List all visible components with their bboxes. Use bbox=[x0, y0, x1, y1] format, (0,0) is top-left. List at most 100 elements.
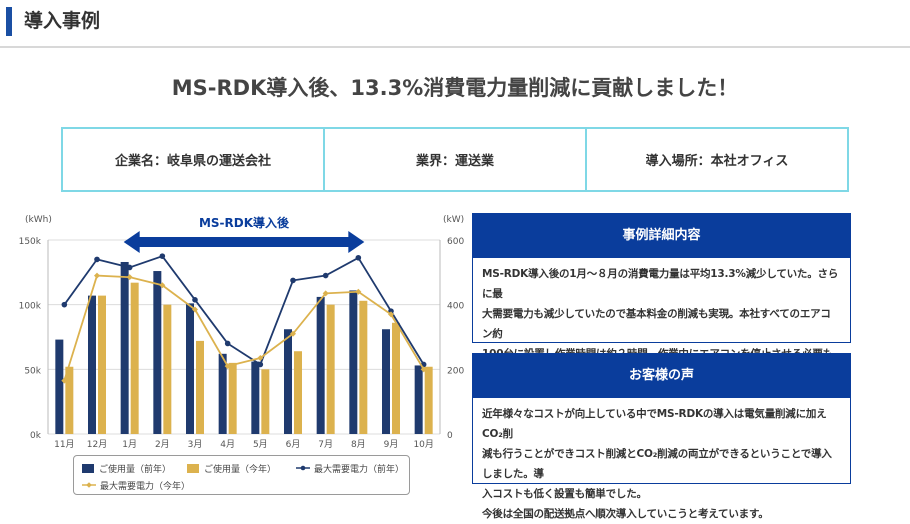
bar-this-usage bbox=[392, 322, 400, 434]
point-prev-peak bbox=[159, 253, 166, 259]
bar-prev-usage bbox=[382, 329, 390, 434]
point-this-peak bbox=[192, 306, 198, 313]
point-this-peak bbox=[94, 272, 100, 279]
bar-this-usage bbox=[228, 362, 237, 434]
bar-this-usage bbox=[98, 295, 106, 434]
y-left-tick-label: 50k bbox=[24, 366, 41, 376]
bar-prev-usage bbox=[284, 329, 292, 434]
x-tick-label: 1月 bbox=[122, 439, 137, 450]
info-location: 導入場所：本社オフィス bbox=[585, 129, 847, 190]
section-accent-bar bbox=[6, 7, 12, 36]
y-right-axis-label: (kW) bbox=[443, 215, 464, 225]
case-detail-line: 大需要電力も減少していたので基本料金の削減も実現。本社すべてのエアコン約 bbox=[482, 308, 831, 340]
point-this-peak bbox=[224, 363, 231, 370]
legend-line-this-peak-icon bbox=[82, 482, 96, 488]
x-tick-label: 3月 bbox=[188, 439, 203, 450]
bar-prev-usage bbox=[349, 290, 358, 434]
point-prev-peak bbox=[192, 297, 198, 303]
bar-this-usage bbox=[261, 369, 270, 434]
bar-prev-usage bbox=[316, 296, 325, 434]
bar-this-usage bbox=[196, 340, 204, 434]
customer-voice-body: 近年様々なコストが向上している中でMS-RDKの導入は電気量削減に加えCO₂削 … bbox=[473, 398, 850, 524]
legend-item-prev-peak: 最大需要電力（前年） bbox=[296, 461, 404, 475]
legend-item-prev-usage: ご使用量（前年） bbox=[82, 461, 171, 475]
y-left-tick-label: 100k bbox=[19, 302, 42, 312]
bar-prev-usage bbox=[55, 339, 64, 434]
point-this-peak bbox=[126, 274, 133, 281]
customer-voice-line: 今後は全国の配送拠点へ順次導入していこうと考えています。 bbox=[482, 508, 769, 520]
usage-chart: 0k 0 50k 200 100k 400 150k 600 (kWh) (kW) 11月 12月 1月… bbox=[19, 215, 465, 450]
bar-prev-usage bbox=[120, 261, 129, 434]
case-detail-line: MS-RDK導入後の1月～８月の消費電力量は平均13.3%減少していた。さらに最 bbox=[482, 268, 839, 300]
bar-prev-usage bbox=[251, 361, 260, 434]
x-tick-label: 2月 bbox=[155, 439, 170, 450]
customer-voice-line: 近年様々なコストが向上している中でMS-RDKの導入は電気量削減に加えCO₂削 bbox=[482, 408, 827, 440]
annotation-double-arrow bbox=[123, 231, 365, 253]
customer-voice-line: 減も行うことができコスト削減とCO₂削減の両立ができるということで導入しました。… bbox=[482, 448, 832, 480]
case-detail-title: 事例詳細内容 bbox=[473, 214, 850, 258]
section-title: 導入事例 bbox=[24, 10, 101, 32]
point-this-peak bbox=[355, 288, 362, 295]
point-this-peak bbox=[61, 377, 68, 384]
x-tick-label: 7月 bbox=[318, 439, 333, 450]
annotation-label: MS-RDK導入後 bbox=[199, 215, 290, 230]
point-prev-peak bbox=[126, 264, 133, 271]
point-this-peak bbox=[420, 366, 427, 373]
point-prev-peak bbox=[290, 277, 296, 284]
bar-this-usage bbox=[65, 366, 74, 434]
line-this-peak bbox=[63, 274, 425, 381]
x-tick-label: 12月 bbox=[87, 439, 107, 450]
customer-voice-panel: お客様の声 近年様々なコストが向上している中でMS-RDKの導入は電気量削減に加… bbox=[472, 353, 851, 520]
y-left-tick-label: 0k bbox=[30, 431, 42, 441]
point-this-peak bbox=[388, 311, 394, 318]
x-tick-label: 6月 bbox=[286, 439, 301, 450]
legend-line-prev-peak-icon bbox=[296, 465, 310, 471]
case-detail-panel: 事例詳細内容 MS-RDK導入後の1月～８月の消費電力量は平均13.3%減少して… bbox=[472, 213, 851, 400]
point-this-peak bbox=[290, 330, 296, 337]
y-right-tick-label: 200 bbox=[447, 366, 464, 376]
legend-swatch-this-usage bbox=[187, 463, 199, 473]
point-prev-peak bbox=[61, 301, 68, 308]
y-right-tick-label: 400 bbox=[447, 302, 464, 312]
point-this-peak bbox=[257, 355, 264, 362]
point-prev-peak bbox=[224, 340, 231, 347]
customer-voice-line: 入コストも低く設置も簡単でした。 bbox=[482, 488, 647, 500]
chart-area: 0k 0 50k 200 100k 400 150k 600 (kWh) (kW) 11月 12月 1月… bbox=[0, 205, 465, 505]
info-company: 企業名：岐阜県の運送会社 bbox=[114, 154, 271, 169]
company-info-box: 企業名：岐阜県の運送会社 業界：運送業 導入場所：本社オフィス bbox=[61, 127, 849, 192]
y-left-axis-label: (kWh) bbox=[25, 215, 52, 225]
bar-this-usage bbox=[359, 300, 368, 434]
line-prev-peak bbox=[63, 255, 425, 366]
point-prev-peak bbox=[322, 272, 329, 279]
legend-swatch-prev-usage bbox=[82, 463, 94, 473]
bar-prev-usage bbox=[153, 271, 162, 434]
bar-prev-usage bbox=[218, 353, 227, 434]
bar-this-usage bbox=[424, 366, 433, 434]
customer-voice-title: お客様の声 bbox=[473, 354, 850, 398]
y-left-tick-label: 150k bbox=[19, 237, 42, 247]
bar-this-usage bbox=[130, 282, 139, 434]
section-header: 導入事例 bbox=[0, 0, 910, 48]
x-tick-label: 5月 bbox=[253, 439, 268, 450]
x-tick-label: 9月 bbox=[384, 439, 399, 450]
y-right-tick-label: 600 bbox=[447, 237, 464, 247]
bar-prev-usage bbox=[186, 303, 194, 434]
legend-item-this-peak: 最大需要電力（今年） bbox=[82, 478, 190, 492]
point-this-peak bbox=[322, 290, 329, 297]
x-tick-label: 11月 bbox=[54, 439, 74, 450]
point-prev-peak bbox=[355, 254, 362, 261]
x-tick-label: 4月 bbox=[220, 439, 235, 450]
bar-this-usage bbox=[163, 304, 172, 434]
x-tick-label: 8月 bbox=[351, 439, 366, 450]
page-headline: MS-RDK導入後、13.3%消費電力量削減に貢献しました！ bbox=[171, 76, 739, 100]
point-prev-peak bbox=[257, 361, 264, 368]
chart-legend: ご使用量（前年） ご使用量（今年） 最大需要電力（前年） 最大需要電力（今年） bbox=[73, 455, 410, 495]
bar-this-usage bbox=[294, 351, 302, 434]
bar-this-usage bbox=[326, 304, 335, 434]
legend-item-this-usage: ご使用量（今年） bbox=[187, 461, 276, 475]
y-right-tick-label: 0 bbox=[447, 431, 453, 441]
bar-prev-usage bbox=[88, 295, 96, 434]
info-industry: 業界：運送業 bbox=[323, 129, 585, 190]
point-prev-peak bbox=[94, 256, 100, 263]
bar-prev-usage bbox=[414, 365, 423, 434]
